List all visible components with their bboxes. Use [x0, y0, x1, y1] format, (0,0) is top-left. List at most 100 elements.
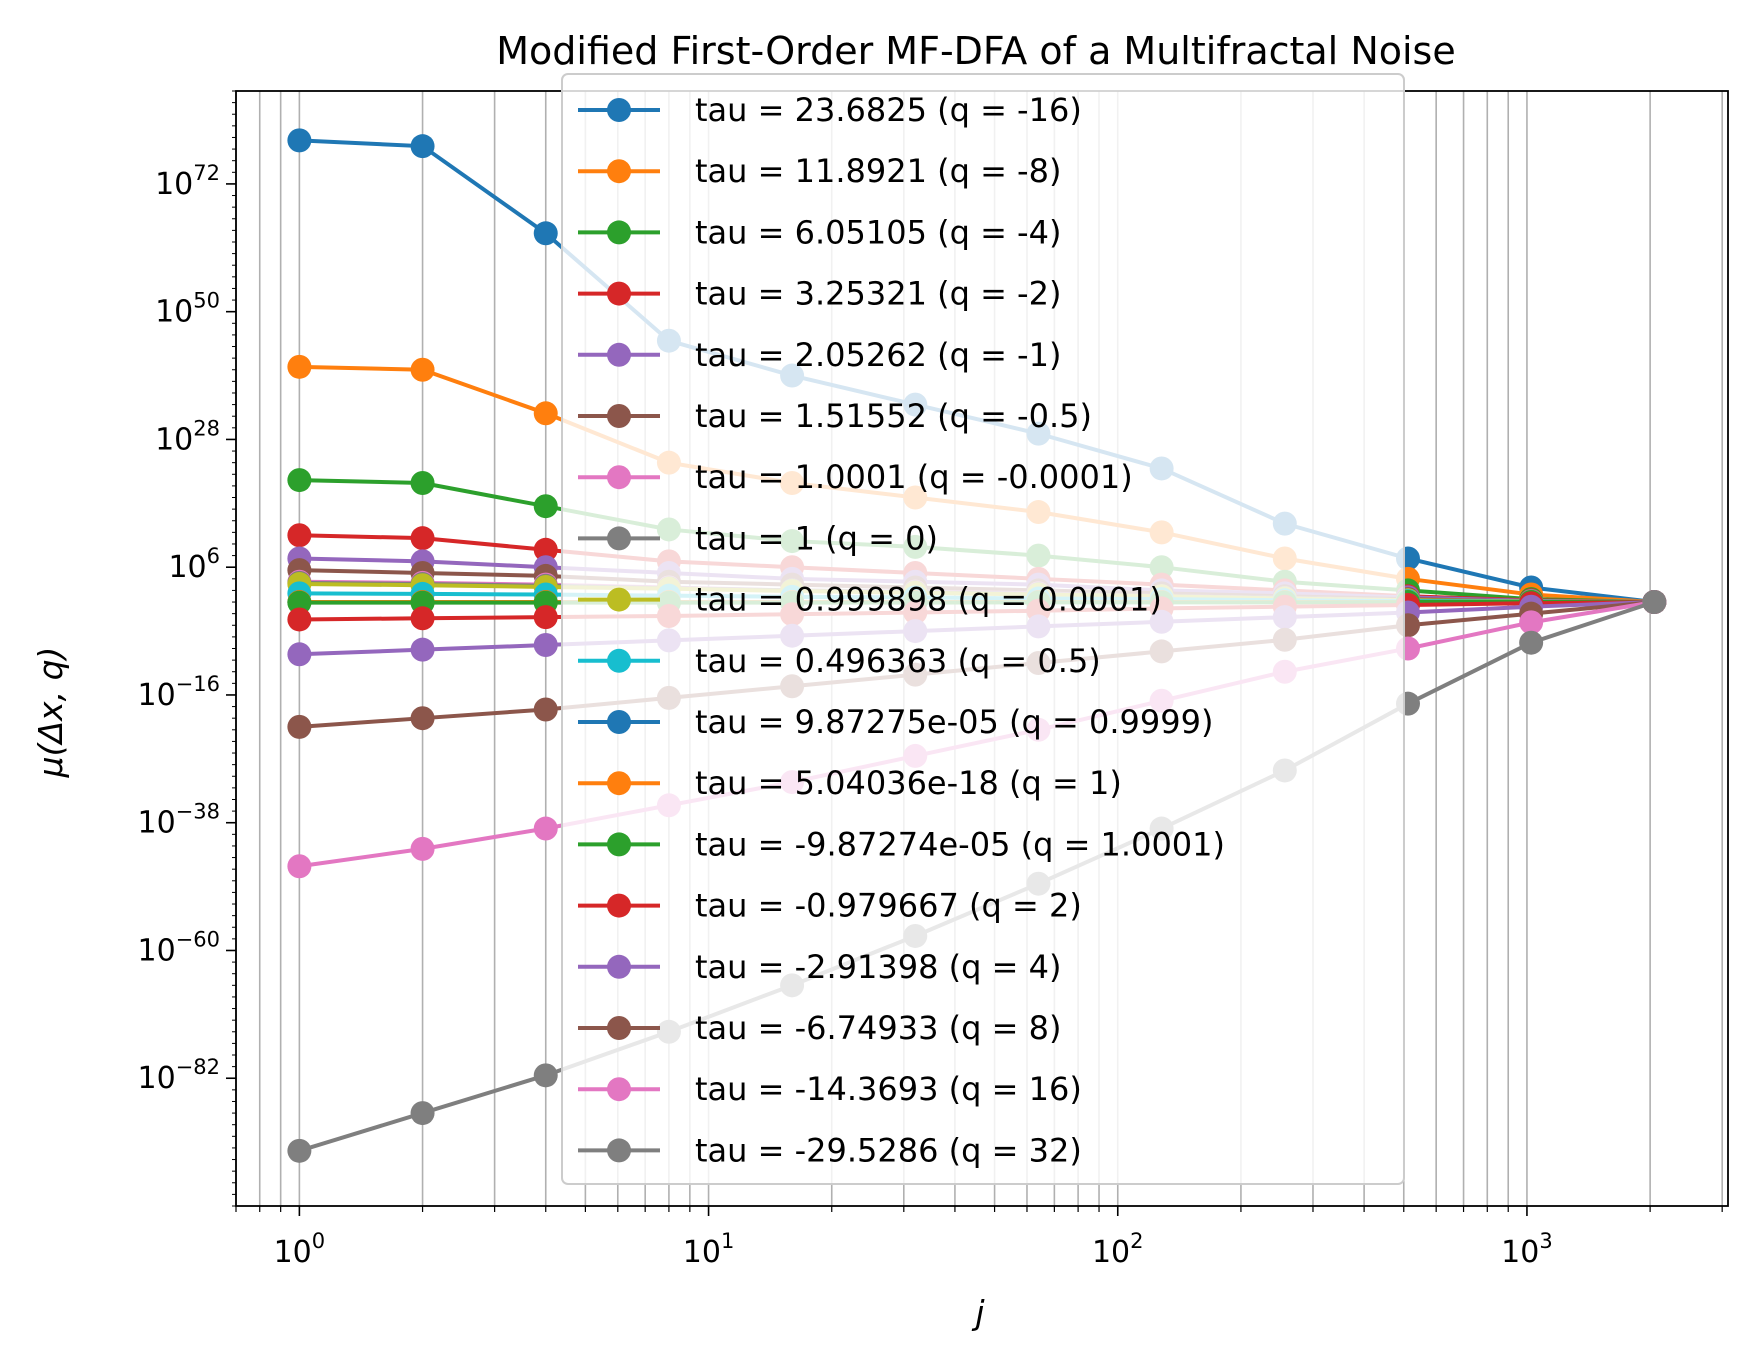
- data-point: [287, 523, 312, 548]
- legend-marker: [607, 710, 631, 734]
- data-point: [410, 470, 435, 495]
- legend-label: tau = -2.91398 (q = 4): [695, 948, 1061, 986]
- legend-label: tau = -9.87274e-05 (q = 1.0001): [695, 825, 1225, 863]
- legend-box: [561, 73, 1405, 1185]
- legend-label: tau = 6.05105 (q = -4): [695, 213, 1061, 251]
- legend-marker: [607, 832, 631, 857]
- data-point: [410, 1101, 435, 1126]
- legend-label: tau = 2.05262 (q = -1): [695, 336, 1061, 374]
- legend-item: tau = -29.5286 (q = 32): [578, 1131, 1082, 1169]
- y-tick-label: 1072: [155, 161, 220, 202]
- legend-marker: [607, 1077, 631, 1102]
- legend-item: tau = 3.25321 (q = -2): [578, 275, 1061, 313]
- data-point: [287, 607, 312, 632]
- legend-label: tau = 0.496363 (q = 0.5): [695, 642, 1101, 680]
- data-point: [410, 134, 435, 159]
- data-point: [1519, 610, 1544, 635]
- legend-label: tau = 23.6825 (q = -16): [695, 91, 1082, 129]
- legend-item: tau = 1.0001 (q = -0.0001): [578, 458, 1133, 496]
- legend-item: tau = 1.51552 (q = -0.5): [578, 397, 1092, 435]
- legend-item: tau = 23.6825 (q = -16): [578, 91, 1082, 129]
- legend-item: tau = 2.05262 (q = -1): [578, 336, 1061, 374]
- legend-marker: [607, 526, 631, 551]
- legend-label: tau = 3.25321 (q = -2): [695, 275, 1061, 313]
- y-tick-label: 10−16: [137, 672, 220, 713]
- legend-item: tau = 9.87275e-05 (q = 0.9999): [578, 703, 1213, 741]
- chart-title: Modified First-Order MF-DFA of a Multifr…: [496, 29, 1455, 73]
- y-tick-label: 10−82: [137, 1055, 220, 1096]
- data-point: [410, 706, 435, 731]
- data-point: [287, 854, 312, 879]
- legend-marker: [607, 342, 631, 367]
- x-tick-label: 100: [274, 1229, 326, 1270]
- data-point: [287, 590, 312, 615]
- data-point: [533, 816, 558, 841]
- data-point: [287, 714, 312, 739]
- legend-item: tau = 0.999898 (q = 0.0001): [578, 581, 1162, 619]
- data-point: [1642, 590, 1667, 615]
- legend-marker: [607, 1016, 631, 1040]
- y-tick-label: 1050: [155, 289, 220, 330]
- data-point: [287, 354, 312, 379]
- data-point: [533, 221, 558, 246]
- legend-label: tau = 9.87275e-05 (q = 0.9999): [695, 703, 1213, 741]
- data-point: [410, 637, 435, 662]
- legend-item: tau = 11.8921 (q = -8): [578, 152, 1061, 190]
- legend-marker: [607, 220, 631, 245]
- y-tick-label: 10−38: [137, 800, 220, 841]
- data-point: [533, 537, 558, 562]
- x-tick-label: 101: [683, 1229, 735, 1270]
- data-point: [287, 642, 312, 667]
- y-tick-label: 1028: [155, 416, 220, 457]
- legend-marker: [607, 404, 631, 428]
- legend-item: tau = 0.496363 (q = 0.5): [578, 642, 1101, 680]
- legend-marker: [607, 1138, 631, 1163]
- legend-item: tau = -0.979667 (q = 2): [578, 887, 1082, 925]
- legend-label: tau = -6.74933 (q = 8): [695, 1009, 1061, 1047]
- legend-label: tau = -29.5286 (q = 32): [695, 1131, 1082, 1169]
- legend-label: tau = -14.3693 (q = 16): [695, 1070, 1082, 1108]
- legend-label: tau = 5.04036e-18 (q = 1): [695, 764, 1122, 802]
- data-point: [287, 128, 312, 153]
- legend-item: tau = -6.74933 (q = 8): [578, 1009, 1061, 1047]
- legend-item: tau = 6.05105 (q = -4): [578, 213, 1061, 251]
- legend-label: tau = 0.999898 (q = 0.0001): [695, 581, 1162, 619]
- data-point: [410, 606, 435, 631]
- legend: tau = 23.6825 (q = -16) tau = 11.8921 (q …: [561, 73, 1405, 1185]
- legend-label: tau = 11.8921 (q = -8): [695, 152, 1061, 190]
- data-point: [533, 697, 558, 722]
- legend-label: tau = 1 (q = 0): [695, 519, 938, 557]
- data-point: [533, 605, 558, 630]
- x-tick-label: 103: [1501, 1229, 1553, 1270]
- legend-marker: [607, 159, 631, 184]
- legend-item: tau = -9.87274e-05 (q = 1.0001): [578, 825, 1225, 863]
- data-point: [410, 836, 435, 861]
- legend-item: tau = 1 (q = 0): [578, 519, 938, 557]
- data-point: [533, 494, 558, 519]
- x-tick-label: 102: [1092, 1229, 1144, 1270]
- data-point: [287, 468, 312, 493]
- data-point: [533, 633, 558, 658]
- legend-label: tau = -0.979667 (q = 2): [695, 887, 1082, 925]
- legend-item: tau = 5.04036e-18 (q = 1): [578, 764, 1122, 802]
- y-tick-label: 10−60: [137, 927, 220, 968]
- legend-marker: [607, 771, 631, 796]
- legend-marker: [607, 98, 631, 122]
- data-point: [287, 1138, 312, 1163]
- legend-label: tau = 1.51552 (q = -0.5): [695, 397, 1092, 435]
- y-tick-label: 106: [168, 544, 220, 585]
- data-point: [533, 1063, 558, 1088]
- legend-marker: [607, 893, 631, 918]
- data-point: [410, 357, 435, 382]
- legend-marker: [607, 648, 631, 673]
- legend-label: tau = 1.0001 (q = -0.0001): [695, 458, 1133, 496]
- y-axis-label: μ(Δx, q): [31, 647, 70, 779]
- legend-marker: [607, 954, 631, 979]
- legend-marker: [607, 281, 631, 306]
- legend-marker: [607, 465, 631, 490]
- legend-item: tau = -14.3693 (q = 16): [578, 1070, 1082, 1108]
- legend-item: tau = -2.91398 (q = 4): [578, 948, 1061, 986]
- data-point: [533, 401, 558, 426]
